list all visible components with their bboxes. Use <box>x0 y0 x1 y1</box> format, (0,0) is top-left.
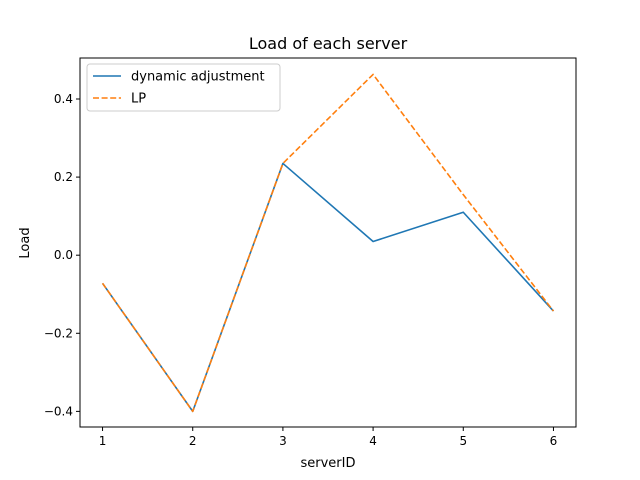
y-tick-label: −0.2 <box>44 326 73 340</box>
chart-title: Load of each server <box>249 34 408 53</box>
y-tick-label: 0.2 <box>54 170 73 184</box>
y-axis: −0.4 −0.2 0.0 0.2 0.4 <box>44 92 80 418</box>
x-axis-label: serverID <box>301 456 356 471</box>
y-tick-label: 0.4 <box>54 92 73 106</box>
y-tick-label: −0.4 <box>44 404 73 418</box>
x-tick-label: 1 <box>99 434 107 448</box>
legend: dynamic adjustment LP <box>86 63 281 112</box>
series-layer <box>101 73 555 413</box>
x-tick-label: 2 <box>189 434 197 448</box>
x-axis: 1 2 3 4 5 6 <box>99 427 558 448</box>
series-line-lp <box>101 73 555 413</box>
x-tick-label: 6 <box>550 434 558 448</box>
legend-box <box>86 63 281 112</box>
x-tick-label: 5 <box>459 434 467 448</box>
y-axis-label: Load <box>18 227 33 258</box>
y-tick-label: 0.0 <box>54 248 73 262</box>
x-tick-label: 3 <box>279 434 287 448</box>
x-tick-label: 4 <box>369 434 377 448</box>
legend-label: dynamic adjustment <box>131 70 265 85</box>
legend-label: LP <box>131 92 146 107</box>
plot-area <box>79 57 577 428</box>
